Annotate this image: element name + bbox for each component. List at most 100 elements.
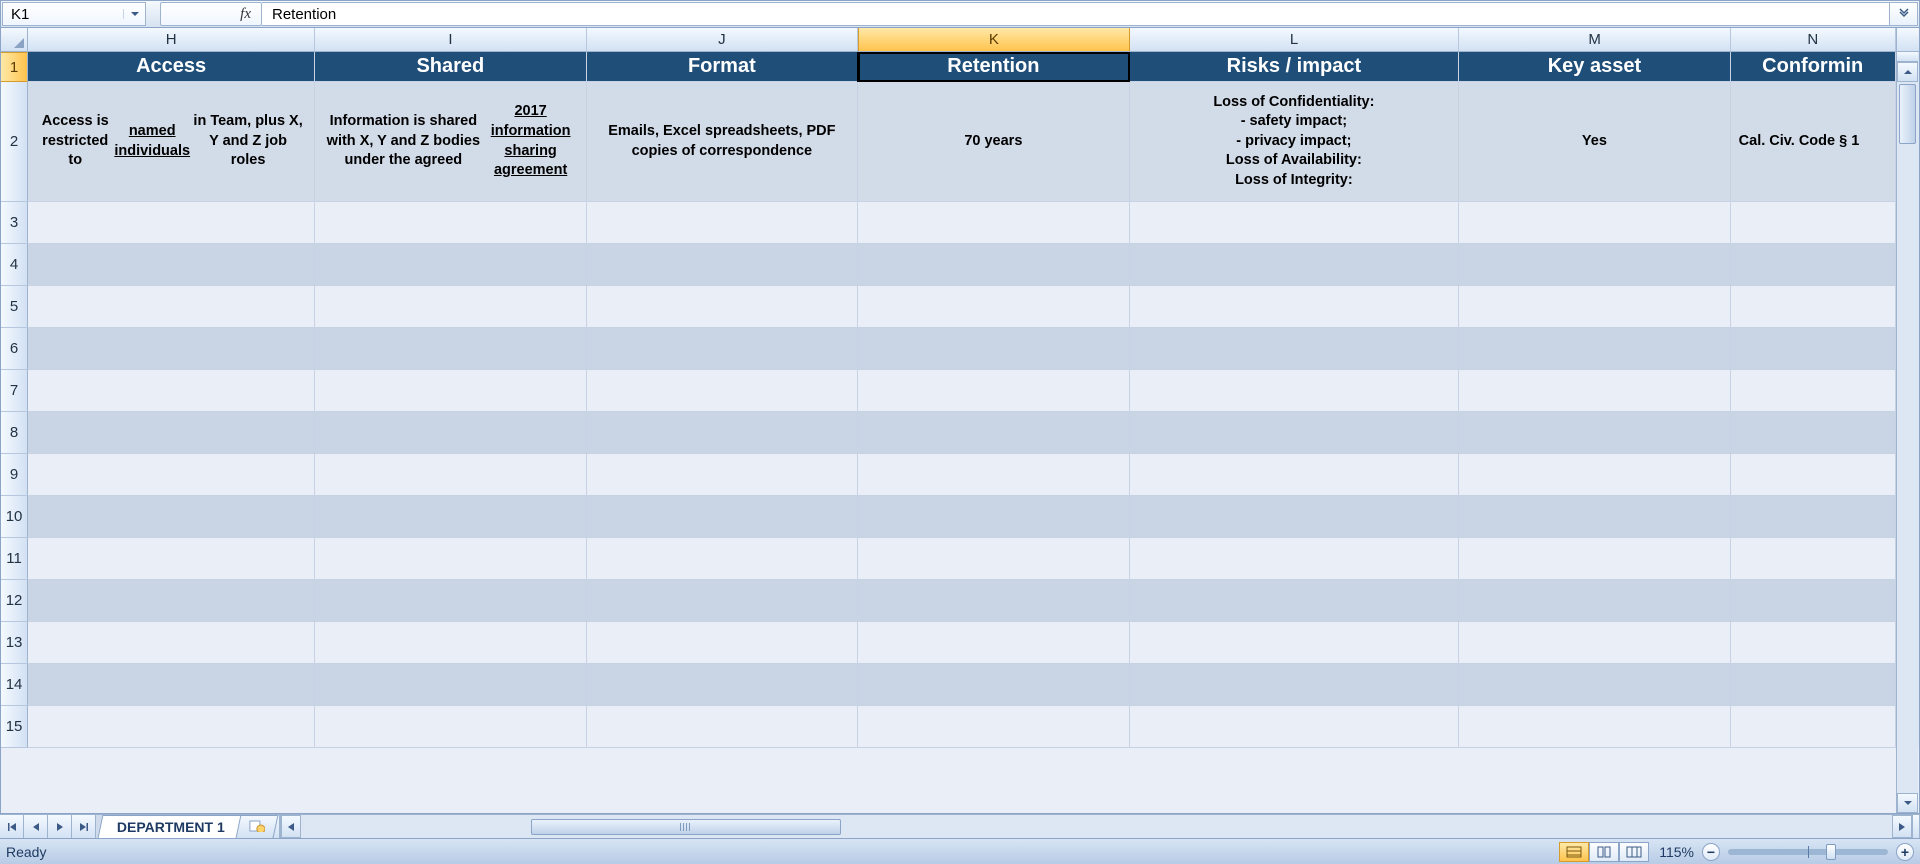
- name-box[interactable]: K1: [3, 3, 123, 25]
- empty-cell-M10[interactable]: [1459, 496, 1731, 538]
- empty-cell-H12[interactable]: [28, 580, 315, 622]
- row-header-8[interactable]: 8: [1, 412, 28, 454]
- name-box-dropdown[interactable]: [123, 9, 145, 19]
- empty-cell-N12[interactable]: [1731, 580, 1896, 622]
- empty-cell-N6[interactable]: [1731, 328, 1896, 370]
- empty-cell-I7[interactable]: [315, 370, 587, 412]
- empty-cell-I13[interactable]: [315, 622, 587, 664]
- empty-cell-N15[interactable]: [1731, 706, 1896, 748]
- empty-cell-H14[interactable]: [28, 664, 315, 706]
- vscroll-thumb[interactable]: [1899, 84, 1916, 144]
- data-cell-J2[interactable]: Emails, Excel spreadsheets, PDF copies o…: [587, 82, 859, 202]
- empty-cell-I14[interactable]: [315, 664, 587, 706]
- empty-cell-N14[interactable]: [1731, 664, 1896, 706]
- empty-cell-J9[interactable]: [587, 454, 859, 496]
- empty-cell-L11[interactable]: [1130, 538, 1460, 580]
- empty-cell-L8[interactable]: [1130, 412, 1460, 454]
- header-cell-K[interactable]: Retention: [858, 52, 1130, 82]
- empty-cell-K12[interactable]: [858, 580, 1130, 622]
- row-header-7[interactable]: 7: [1, 370, 28, 412]
- empty-cell-K4[interactable]: [858, 244, 1130, 286]
- empty-cell-I15[interactable]: [315, 706, 587, 748]
- expand-formula-bar-button[interactable]: [1890, 2, 1918, 26]
- empty-cell-I6[interactable]: [315, 328, 587, 370]
- header-cell-N[interactable]: Conformin: [1731, 52, 1896, 82]
- row-header-4[interactable]: 4: [1, 244, 28, 286]
- data-cell-I2[interactable]: Information is shared with X, Y and Z bo…: [315, 82, 587, 202]
- empty-cell-L4[interactable]: [1130, 244, 1460, 286]
- empty-cell-J13[interactable]: [587, 622, 859, 664]
- empty-cell-N8[interactable]: [1731, 412, 1896, 454]
- split-handle-horizontal[interactable]: [1912, 815, 1920, 838]
- column-header-L[interactable]: L: [1130, 28, 1460, 51]
- row-header-2[interactable]: 2: [1, 82, 28, 202]
- row-header-13[interactable]: 13: [1, 622, 28, 664]
- empty-cell-H13[interactable]: [28, 622, 315, 664]
- column-header-I[interactable]: I: [315, 28, 587, 51]
- sheet-tab-active[interactable]: DEPARTMENT 1: [98, 815, 245, 838]
- scroll-right-button[interactable]: [1892, 815, 1912, 838]
- empty-cell-K11[interactable]: [858, 538, 1130, 580]
- empty-cell-N9[interactable]: [1731, 454, 1896, 496]
- empty-cell-J15[interactable]: [587, 706, 859, 748]
- select-all-corner[interactable]: [1, 28, 28, 51]
- empty-cell-M14[interactable]: [1459, 664, 1731, 706]
- empty-cell-I11[interactable]: [315, 538, 587, 580]
- empty-cell-L10[interactable]: [1130, 496, 1460, 538]
- scroll-down-button[interactable]: [1897, 793, 1918, 813]
- empty-cell-H5[interactable]: [28, 286, 315, 328]
- empty-cell-L7[interactable]: [1130, 370, 1460, 412]
- empty-cell-L9[interactable]: [1130, 454, 1460, 496]
- empty-cell-L13[interactable]: [1130, 622, 1460, 664]
- empty-cell-I12[interactable]: [315, 580, 587, 622]
- empty-cell-L3[interactable]: [1130, 202, 1460, 244]
- empty-cell-N4[interactable]: [1731, 244, 1896, 286]
- empty-cell-K9[interactable]: [858, 454, 1130, 496]
- normal-view-button[interactable]: [1559, 842, 1589, 862]
- empty-cell-J14[interactable]: [587, 664, 859, 706]
- empty-cell-L15[interactable]: [1130, 706, 1460, 748]
- data-cell-M2[interactable]: Yes: [1459, 82, 1731, 202]
- empty-cell-J6[interactable]: [587, 328, 859, 370]
- vscroll-track[interactable]: [1897, 82, 1918, 793]
- zoom-slider-thumb[interactable]: [1826, 844, 1836, 860]
- row-header-14[interactable]: 14: [1, 664, 28, 706]
- tab-next-button[interactable]: [48, 815, 72, 839]
- empty-cell-L6[interactable]: [1130, 328, 1460, 370]
- empty-cell-H9[interactable]: [28, 454, 315, 496]
- row-header-3[interactable]: 3: [1, 202, 28, 244]
- empty-cell-N10[interactable]: [1731, 496, 1896, 538]
- hscroll-thumb[interactable]: [531, 819, 841, 835]
- empty-cell-J10[interactable]: [587, 496, 859, 538]
- column-header-J[interactable]: J: [587, 28, 859, 51]
- row-header-5[interactable]: 5: [1, 286, 28, 328]
- row-header-12[interactable]: 12: [1, 580, 28, 622]
- split-handle-vertical[interactable]: [1897, 52, 1918, 62]
- data-cell-N2[interactable]: Cal. Civ. Code § 1: [1731, 82, 1896, 202]
- row-header-1[interactable]: 1: [1, 52, 28, 82]
- row-header-10[interactable]: 10: [1, 496, 28, 538]
- empty-cell-H8[interactable]: [28, 412, 315, 454]
- empty-cell-M6[interactable]: [1459, 328, 1731, 370]
- column-header-K[interactable]: K: [858, 28, 1130, 51]
- empty-cell-K10[interactable]: [858, 496, 1130, 538]
- header-cell-L[interactable]: Risks / impact: [1130, 52, 1460, 82]
- empty-cell-J8[interactable]: [587, 412, 859, 454]
- empty-cell-I3[interactable]: [315, 202, 587, 244]
- zoom-slider-track[interactable]: [1728, 849, 1888, 855]
- empty-cell-K8[interactable]: [858, 412, 1130, 454]
- empty-cell-H11[interactable]: [28, 538, 315, 580]
- empty-cell-I10[interactable]: [315, 496, 587, 538]
- empty-cell-N11[interactable]: [1731, 538, 1896, 580]
- empty-cell-M5[interactable]: [1459, 286, 1731, 328]
- column-header-N[interactable]: N: [1731, 28, 1896, 51]
- header-cell-M[interactable]: Key asset: [1459, 52, 1731, 82]
- empty-cell-M8[interactable]: [1459, 412, 1731, 454]
- hscroll-track[interactable]: [280, 815, 1912, 838]
- empty-cell-H4[interactable]: [28, 244, 315, 286]
- empty-cell-I8[interactable]: [315, 412, 587, 454]
- page-layout-view-button[interactable]: [1589, 842, 1619, 862]
- header-cell-I[interactable]: Shared: [315, 52, 587, 82]
- row-header-6[interactable]: 6: [1, 328, 28, 370]
- tab-first-button[interactable]: [0, 815, 24, 839]
